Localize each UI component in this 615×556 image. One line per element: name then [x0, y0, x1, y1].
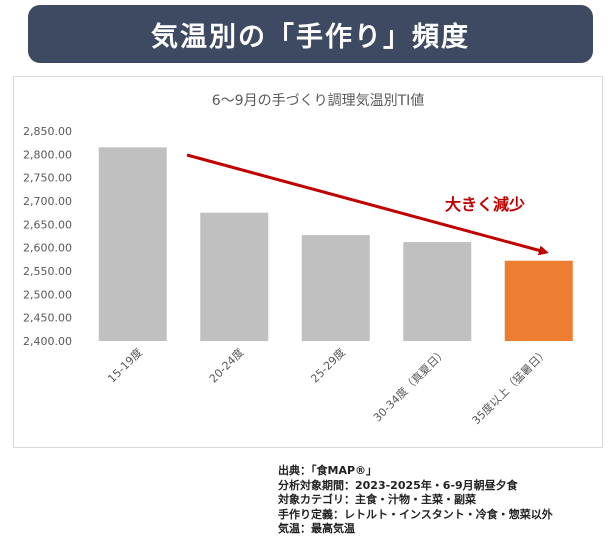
bar: [504, 260, 573, 341]
x-tick-label: 15-19度: [105, 345, 145, 385]
y-tick-label: 2,650.00: [23, 218, 72, 231]
source-line: 分析対象期間：2023-2025年・6-9月朝昼夕食: [278, 478, 518, 492]
y-tick-label: 2,450.00: [23, 312, 72, 325]
source-line: 気温：最高気温: [278, 522, 355, 535]
page-title: 気温別の「手作り」頻度: [151, 21, 470, 53]
trend-arrow: [186, 153, 549, 256]
bar: [301, 235, 370, 341]
y-tick-label: 2,850.00: [23, 125, 72, 138]
y-tick-label: 2,700.00: [23, 195, 72, 208]
chart-title: 6〜9月の手づくり調理気温別TI値: [212, 93, 425, 109]
source-line: 対象カテゴリ：主食・汁物・主菜・副菜: [278, 493, 476, 506]
y-tick-label: 2,500.00: [23, 288, 72, 301]
y-tick-label: 2,600.00: [23, 242, 72, 255]
trend-annotation: 大きく減少: [445, 195, 525, 214]
source-line: 出典：「食MAP®」: [278, 464, 378, 477]
bar: [98, 147, 167, 341]
source-notes: 出典：「食MAP®」 分析対象期間：2023-2025年・6-9月朝昼夕食 対象…: [278, 464, 553, 537]
y-tick-label: 2,750.00: [23, 172, 72, 185]
header-banner: 気温別の「手作り」頻度: [28, 5, 593, 63]
x-tick-label: 20-24度: [206, 345, 246, 385]
x-tick-label: 30-34度（真夏日）: [370, 345, 449, 424]
bar: [403, 242, 472, 341]
y-tick-label: 2,400.00: [23, 335, 72, 348]
y-tick-label: 2,800.00: [23, 148, 72, 161]
bar: [200, 212, 269, 341]
x-tick-label: 35度以上（猛暑日）: [469, 345, 551, 427]
source-line: 手作り定義：レトルト・インスタント・冷食・惣菜以外: [278, 507, 553, 521]
y-tick-label: 2,550.00: [23, 265, 72, 278]
x-tick-label: 25-29度: [308, 345, 348, 385]
